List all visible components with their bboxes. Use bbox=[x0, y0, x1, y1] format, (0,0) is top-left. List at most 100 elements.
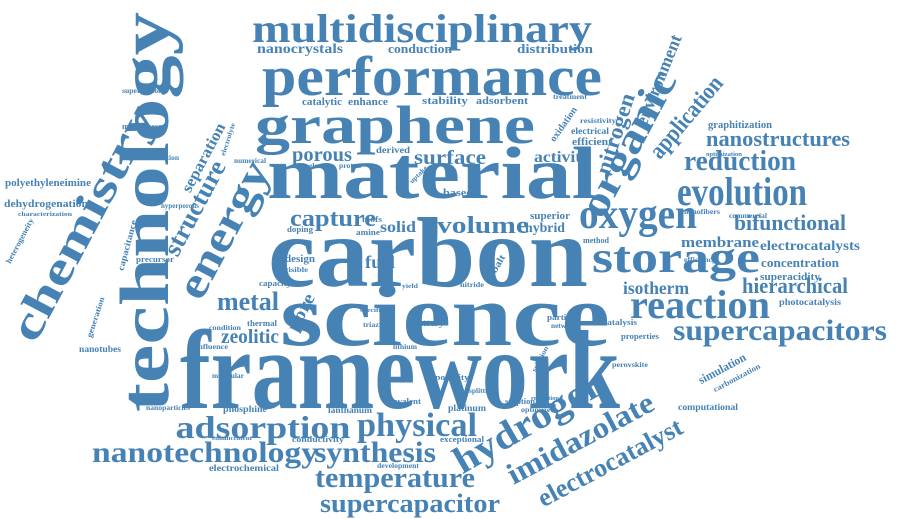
word-network: network bbox=[551, 322, 577, 330]
word-dehydrogenation: dehydrogenation bbox=[4, 198, 88, 210]
word-derived: derived bbox=[376, 145, 410, 155]
word-particle: particle bbox=[547, 313, 578, 322]
word-electrical: electrical bbox=[571, 126, 610, 136]
word-surface: surface bbox=[414, 147, 486, 169]
word-sorption: sorption bbox=[505, 397, 536, 406]
word-catalysis: catalysis bbox=[603, 318, 637, 327]
word-activity: activity bbox=[534, 149, 590, 166]
word-solid: solid bbox=[380, 219, 416, 236]
word-hybrid: hybrid bbox=[525, 221, 565, 236]
word-computational: computational bbox=[678, 402, 739, 412]
word-perovskite: perovskite bbox=[612, 361, 648, 369]
word-mofs: mofs bbox=[362, 215, 382, 224]
word-optimization: optimization bbox=[706, 152, 743, 158]
word-characterization: characterization bbox=[18, 212, 73, 218]
word-electron: electron bbox=[309, 162, 335, 170]
word-enhancement: enhancement bbox=[212, 436, 252, 442]
word-volume: volume bbox=[437, 213, 529, 239]
word-resistivity: resistivity bbox=[580, 117, 617, 125]
word-properties: properties bbox=[621, 332, 659, 341]
word-porosity: porosity bbox=[435, 373, 469, 382]
word-supercapacitor: supercapacitor bbox=[320, 489, 500, 518]
word-covalent: covalent bbox=[389, 397, 421, 406]
word-design: design bbox=[285, 254, 315, 265]
word-commercial: commercial bbox=[729, 212, 767, 220]
word-distribution: distribution bbox=[517, 41, 594, 56]
word-science: science bbox=[280, 268, 610, 365]
word-polyethyleneimine: polyethyleneimine bbox=[5, 177, 91, 189]
word-based: based bbox=[443, 188, 474, 199]
word-thermal: thermal bbox=[247, 319, 278, 328]
word-treatment: treatment bbox=[553, 93, 588, 101]
word-capacity: capacity bbox=[259, 279, 291, 288]
word-bifunctional: bifunctional bbox=[734, 210, 846, 235]
word-nanotubes: nanotubes bbox=[79, 344, 122, 354]
word-exceptional: exceptional bbox=[440, 435, 485, 444]
word-heterogeneity: heterogeneity bbox=[4, 217, 35, 265]
word-nanotechnology: nanotechnology bbox=[92, 436, 318, 469]
word-adsorbent: adsorbent bbox=[476, 95, 528, 107]
word-superior: superior bbox=[530, 210, 570, 222]
word-superprotonic: superprotonic bbox=[122, 87, 168, 95]
word-method: method bbox=[583, 236, 610, 245]
word-triazine: triazine bbox=[363, 321, 389, 329]
word-conductivity: conductivity bbox=[292, 435, 344, 444]
word-molecular: molecular bbox=[212, 372, 244, 380]
word-oxygen: oxygen bbox=[579, 192, 697, 238]
word-generation: generation bbox=[85, 295, 107, 338]
word-hierarchical: hierarchical bbox=[742, 273, 848, 298]
word-enhance: enhance bbox=[348, 97, 389, 108]
word-reaction: reaction bbox=[630, 282, 770, 327]
word-multidisciplinary: multidisciplinary bbox=[252, 6, 592, 51]
word-nanofibers: nanofibers bbox=[684, 208, 720, 216]
word-temperature: temperature bbox=[315, 463, 475, 494]
word-superacidity: superacidity bbox=[760, 272, 820, 283]
word-efficient: efficient bbox=[572, 137, 613, 148]
word-doping: doping bbox=[287, 225, 313, 234]
word-nanostructures: nanostructures bbox=[706, 126, 850, 151]
word-precursor: precursor bbox=[136, 255, 175, 264]
word-isotherm: isotherm bbox=[623, 278, 689, 298]
word-storage: storage bbox=[592, 233, 760, 282]
word-zeolitic: zeolitic bbox=[221, 326, 279, 348]
word-membrane: membrane bbox=[681, 235, 759, 251]
word-nanocrystals: nanocrystals bbox=[257, 42, 344, 57]
word-battery: battery bbox=[412, 318, 445, 328]
word-graphene: graphene bbox=[255, 95, 535, 155]
word-nitride: nitride bbox=[460, 281, 484, 289]
word-evolution: evolution bbox=[677, 169, 807, 214]
word-visible: visible bbox=[284, 266, 308, 274]
word-efficiency: efficiency bbox=[684, 256, 717, 264]
word-proton: proton bbox=[339, 162, 361, 170]
word-lithium: lithium bbox=[393, 343, 417, 351]
word-hyperporous: hyperporous bbox=[161, 202, 199, 210]
word-carbon: carbon bbox=[268, 197, 588, 308]
word-splitting: splitting bbox=[469, 387, 496, 395]
word-catalytic: catalytic bbox=[302, 97, 343, 108]
word-relaxation: relaxation bbox=[531, 396, 560, 402]
word-development: development bbox=[377, 462, 420, 470]
word-framework: framework bbox=[180, 309, 621, 433]
word-capture: capture bbox=[290, 206, 376, 232]
word-physical: physical bbox=[357, 407, 477, 444]
word-reduction: reduction bbox=[684, 146, 796, 177]
word-electrochemical: electrochemical bbox=[209, 463, 280, 473]
word-nanoparticles: nanoparticles bbox=[146, 404, 190, 412]
word-lanthanum: lanthanum bbox=[328, 405, 373, 415]
word-manganese: manganese bbox=[122, 122, 162, 131]
word-diffraction: diffraction bbox=[145, 154, 179, 162]
word-specific: specific bbox=[360, 308, 384, 314]
word-material: material bbox=[267, 133, 597, 215]
word-stability: stability bbox=[422, 95, 469, 107]
word-fuel: fuel bbox=[365, 252, 395, 272]
word-synthesis: synthesis bbox=[314, 436, 436, 469]
word-metal: metal bbox=[217, 287, 279, 316]
word-optimized: optimized bbox=[521, 406, 555, 414]
word-amine: amine bbox=[356, 228, 381, 237]
word-platinum: platinum bbox=[448, 403, 487, 413]
word-conduction: conduction bbox=[388, 41, 453, 56]
word-condition: condition bbox=[209, 324, 241, 332]
word-photocatalysis: photocatalysis bbox=[779, 297, 842, 307]
